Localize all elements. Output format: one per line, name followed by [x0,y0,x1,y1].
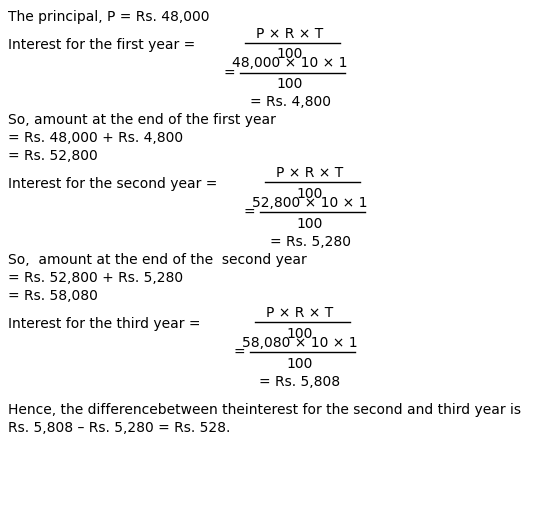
Text: 100: 100 [277,77,303,91]
Text: Interest for the first year =: Interest for the first year = [8,38,195,52]
Text: = Rs. 5,808: = Rs. 5,808 [259,375,340,389]
Text: Hence, the differencebetween theinterest for the second and third year is: Hence, the differencebetween theinterest… [8,403,521,417]
Text: = Rs. 48,000 + Rs. 4,800: = Rs. 48,000 + Rs. 4,800 [8,131,183,145]
Text: =: = [244,206,255,220]
Text: Interest for the second year =: Interest for the second year = [8,177,217,191]
Text: P × R × T: P × R × T [256,27,324,41]
Text: = Rs. 58,080: = Rs. 58,080 [8,289,98,303]
Text: =: = [223,67,235,81]
Text: = Rs. 5,280: = Rs. 5,280 [269,235,351,249]
Text: Rs. 5,808 – Rs. 5,280 = Rs. 528.: Rs. 5,808 – Rs. 5,280 = Rs. 528. [8,421,230,435]
Text: The principal, P = Rs. 48,000: The principal, P = Rs. 48,000 [8,10,209,24]
Text: P × R × T: P × R × T [267,306,334,320]
Text: Interest for the third year =: Interest for the third year = [8,317,200,331]
Text: 58,080 × 10 × 1: 58,080 × 10 × 1 [242,336,358,350]
Text: P × R × T: P × R × T [277,166,344,180]
Text: = Rs. 4,800: = Rs. 4,800 [250,95,330,109]
Text: 100: 100 [287,357,313,371]
Text: =: = [234,346,245,360]
Text: = Rs. 52,800: = Rs. 52,800 [8,149,98,163]
Text: 52,800 × 10 × 1: 52,800 × 10 × 1 [252,196,368,210]
Text: = Rs. 52,800 + Rs. 5,280: = Rs. 52,800 + Rs. 5,280 [8,271,183,285]
Text: 48,000 × 10 × 1: 48,000 × 10 × 1 [232,56,348,70]
Text: 100: 100 [297,187,323,201]
Text: 100: 100 [297,217,323,231]
Text: 100: 100 [287,327,313,341]
Text: So, amount at the end of the first year: So, amount at the end of the first year [8,113,276,127]
Text: 100: 100 [277,47,303,61]
Text: So,  amount at the end of the  second year: So, amount at the end of the second year [8,253,307,267]
